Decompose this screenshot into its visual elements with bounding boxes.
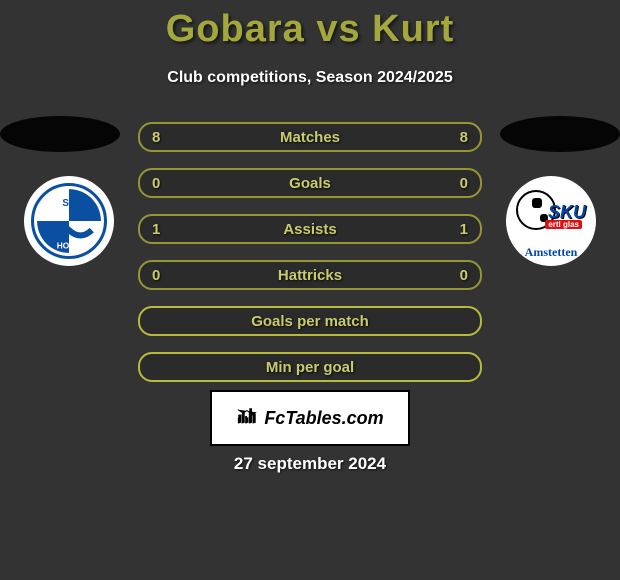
stat-row-hattricks: 0 Hattricks 0 (138, 260, 482, 290)
stat-right-value: 1 (460, 221, 468, 238)
stat-label: Goals (289, 175, 331, 192)
stat-right-value: 8 (460, 129, 468, 146)
left-club-badge: SV HORN (24, 176, 114, 266)
stat-row-matches: 8 Matches 8 (138, 122, 482, 152)
svg-text:SV: SV (62, 198, 76, 209)
right-oval-decoration (500, 116, 620, 152)
stat-left-value: 0 (152, 175, 160, 192)
sv-horn-logo-icon: SV HORN (31, 183, 107, 259)
stat-left-value: 0 (152, 267, 160, 284)
brand-text: FcTables.com (264, 408, 383, 429)
amstetten-label: Amstetten (525, 245, 578, 260)
left-oval-decoration (0, 116, 120, 152)
stat-label: Goals per match (251, 313, 369, 330)
ertl-glas-label: ertl glas (545, 220, 582, 229)
chart-icon (236, 405, 258, 432)
page-title: Gobara vs Kurt (0, 0, 620, 51)
stat-label: Hattricks (278, 267, 342, 284)
stat-left-value: 1 (152, 221, 160, 238)
subtitle: Club competitions, Season 2024/2025 (0, 69, 620, 87)
stats-container: 8 Matches 8 0 Goals 0 1 Assists 1 0 Hatt… (138, 122, 482, 398)
stat-right-value: 0 (460, 267, 468, 284)
stat-left-value: 8 (152, 129, 160, 146)
svg-text:HORN: HORN (57, 240, 82, 250)
stat-row-goals-per-match: Goals per match (138, 306, 482, 336)
stat-row-min-per-goal: Min per goal (138, 352, 482, 382)
stat-label: Matches (280, 129, 340, 146)
stat-row-assists: 1 Assists 1 (138, 214, 482, 244)
stat-right-value: 0 (460, 175, 468, 192)
right-club-badge: SKU ertl glas Amstetten (506, 176, 596, 266)
stat-label: Min per goal (266, 359, 354, 376)
date-text: 27 september 2024 (0, 454, 620, 474)
stat-row-goals: 0 Goals 0 (138, 168, 482, 198)
stat-label: Assists (283, 221, 336, 238)
brand-box[interactable]: FcTables.com (210, 390, 410, 446)
